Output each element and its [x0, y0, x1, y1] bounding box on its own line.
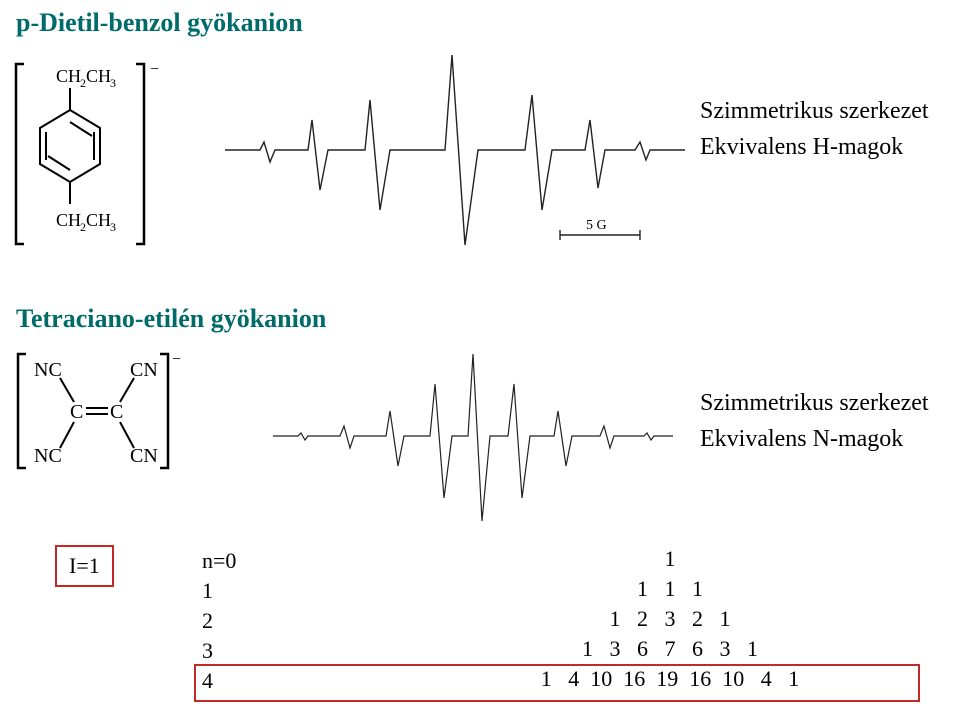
svg-text:C: C: [70, 401, 83, 423]
svg-text:−: −: [150, 61, 159, 78]
n-value: 1: [202, 576, 236, 606]
svg-text:3: 3: [110, 76, 116, 90]
structure-diethylbenzene: − CH 2 CH 3 CH 2 CH 3: [14, 54, 164, 254]
highlight-box: [194, 664, 920, 702]
svg-text:CN: CN: [130, 359, 158, 381]
section2-title: Tetraciano-etilén gyökanion: [16, 304, 326, 334]
section2-desc1: Szimmetrikus szerkezet: [700, 390, 929, 417]
section2-desc2: Ekvivalens N-magok: [700, 426, 903, 453]
spectrum-tcne: [268, 346, 678, 526]
section1-desc1: Szimmetrikus szerkezet: [700, 98, 929, 125]
svg-text:CH: CH: [56, 210, 81, 230]
n-value: 3: [202, 636, 236, 666]
svg-text:C: C: [110, 401, 123, 423]
svg-text:NC: NC: [34, 445, 62, 467]
n-value: 2: [202, 606, 236, 636]
triangle-row: 1 2 3 2 1: [420, 604, 920, 634]
triangle-row: 1 3 6 7 6 3 1: [420, 634, 920, 664]
triangle-row: 1 1 1: [420, 574, 920, 604]
svg-text:CH: CH: [56, 66, 81, 86]
svg-text:−: −: [172, 351, 181, 368]
section1-desc2: Ekvivalens H-magok: [700, 134, 903, 161]
structure-tcne: − NC CN NC CN C C: [14, 346, 184, 476]
svg-text:CH: CH: [86, 210, 111, 230]
svg-text:CH: CH: [86, 66, 111, 86]
svg-text:3: 3: [110, 220, 116, 234]
spectrum-diethylbenzene: 5 G: [220, 40, 690, 260]
svg-text:NC: NC: [34, 359, 62, 381]
scale-label: 5 G: [586, 218, 607, 233]
triangle-row: 1: [420, 544, 920, 574]
spin-box: I=1: [55, 545, 114, 587]
svg-text:CN: CN: [130, 445, 158, 467]
n-header: n=0: [202, 546, 236, 576]
section1-title: p-Dietil-benzol gyökanion: [16, 8, 303, 38]
